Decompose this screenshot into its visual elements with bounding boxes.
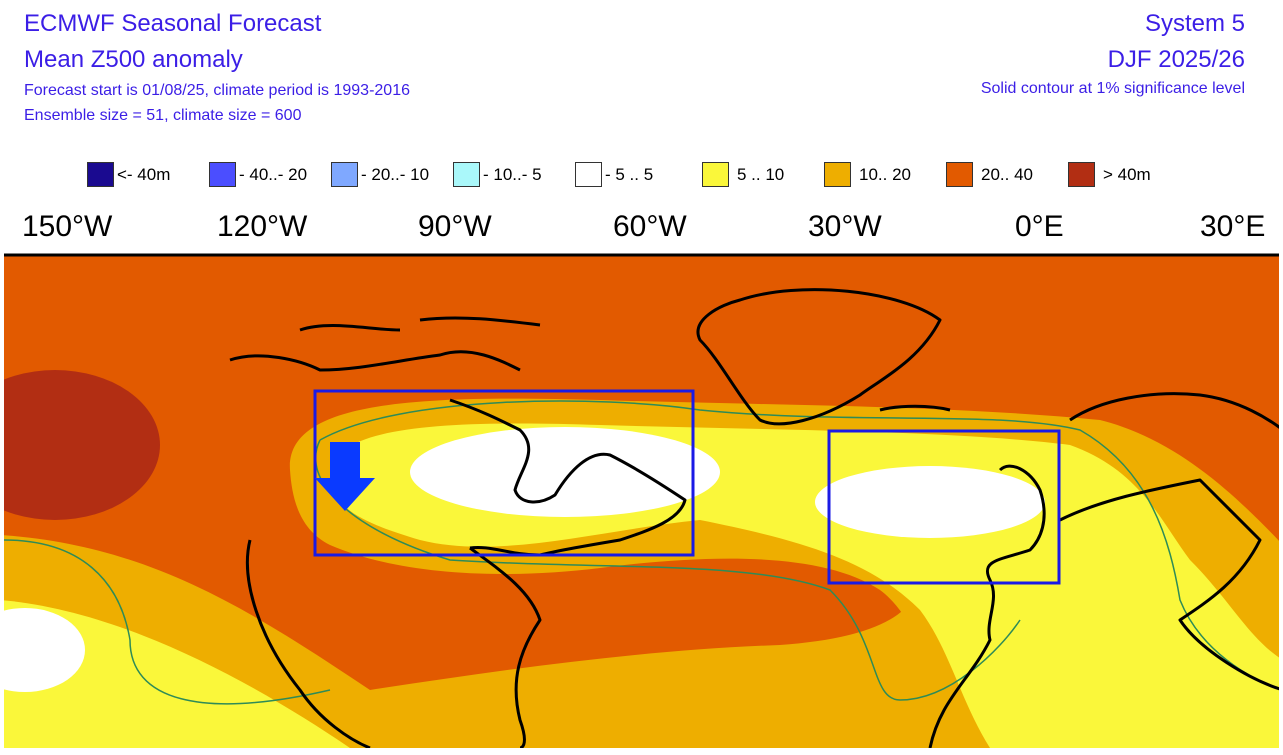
lon-label: 30°E [1200,210,1266,243]
significance-note: Solid contour at 1% significance level [980,80,1245,97]
legend-label: - 20..- 10 [361,164,430,184]
legend-item: - 40..- 20 [209,162,331,187]
legend-swatch [575,162,602,187]
legend-label: > 40m [1103,164,1151,184]
anomaly-near-zero-region [4,608,85,692]
legend-item: - 5 .. 5 [575,162,697,187]
period-label: DJF 2025/26 [1107,46,1245,73]
legend-item: <- 40m [87,162,209,187]
anomaly-near-zero-region [410,427,720,517]
legend-swatch [209,162,236,187]
legend-swatch [946,162,973,187]
legend-item: 5 .. 10 [702,162,824,187]
legend-swatch [331,162,358,187]
legend-label: - 40..- 20 [239,164,308,184]
lon-label: 150°W [22,210,113,243]
legend-label: 10.. 20 [859,164,911,184]
legend-label: - 5 .. 5 [605,164,654,184]
anomaly-5-10-region [4,600,350,748]
legend-label: - 10..- 5 [483,164,542,184]
subtitle: Mean Z500 anomaly [24,46,243,73]
lon-label: 120°W [217,210,308,243]
anomaly-near-zero-region [815,466,1045,538]
lon-label: 30°W [808,210,882,243]
legend: <- 40m - 40..- 20 - 20..- 10 - 10..- 5 -… [87,162,1190,187]
legend-item: 20.. 40 [946,162,1068,187]
legend-swatch [1068,162,1095,187]
legend-label: 5 .. 10 [737,164,785,184]
north-america-highlight-box [313,389,695,557]
ensemble-info: Ensemble size = 51, climate size = 600 [24,107,302,124]
forecast-info: Forecast start is 01/08/25, climate peri… [24,82,410,99]
legend-item: > 40m [1068,162,1190,187]
legend-swatch [453,162,480,187]
legend-swatch [702,162,729,187]
down-arrow-icon [315,442,375,511]
legend-item: - 10..- 5 [453,162,575,187]
lon-label: 60°W [613,210,687,243]
legend-swatch [824,162,851,187]
legend-swatch [87,162,114,187]
legend-item: - 20..- 10 [331,162,453,187]
system-label: System 5 [1144,10,1245,37]
legend-item: 10.. 20 [824,162,946,187]
lon-label: 90°W [418,210,492,243]
coastlines [229,288,1279,748]
legend-label: <- 40m [117,164,171,184]
anomaly-over-40-region [4,370,160,520]
title: ECMWF Seasonal Forecast [24,10,322,37]
lon-label: 0°E [1015,210,1064,243]
europe-highlight-box [827,429,1061,585]
legend-label: 20.. 40 [981,164,1033,184]
